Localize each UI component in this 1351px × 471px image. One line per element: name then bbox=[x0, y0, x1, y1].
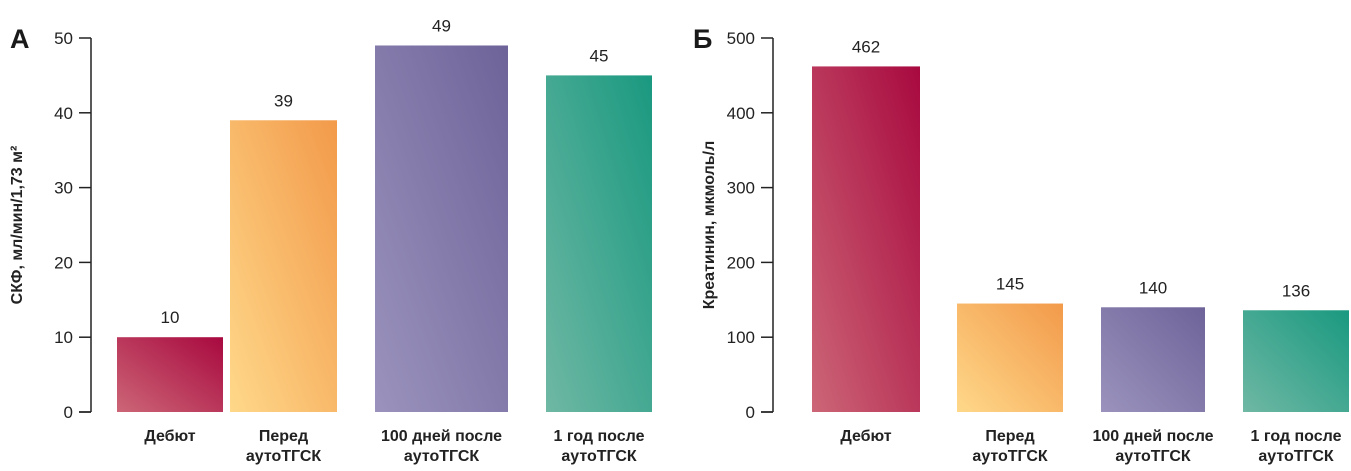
y-tick-label: 40 bbox=[54, 104, 73, 123]
x-category-label: 100 дней после аутоТГСК bbox=[381, 428, 502, 465]
bar-value-label: 10 bbox=[161, 308, 180, 327]
y-tick-label: 400 bbox=[727, 104, 755, 123]
y-tick-label: 10 bbox=[54, 328, 73, 347]
y-tick-label: 300 bbox=[727, 179, 755, 198]
bar bbox=[546, 75, 652, 413]
panel-label: А bbox=[10, 24, 30, 54]
chart-panel-a: 0 10 20 30 40 50 СКФ, мл/мин/1,73 м² А 10 Дебют 39… bbox=[9, 16, 652, 465]
x-category-label: Перед аутоТГСК bbox=[246, 428, 322, 465]
x-category-label: Перед аутоТГСК bbox=[972, 428, 1048, 465]
y-tick-label: 20 bbox=[54, 253, 73, 272]
bar-value-label: 136 bbox=[1282, 281, 1310, 300]
panel-label: Б bbox=[693, 24, 712, 54]
y-tick-label: 200 bbox=[727, 253, 755, 272]
chart-panel-b: 0 100 200 300 400 500 Креатинин, мкмоль/л Б 462 Д… bbox=[693, 24, 1349, 465]
y-tick-label: 50 bbox=[54, 29, 73, 48]
y-axis-label: Креатинин, мкмоль/л bbox=[701, 141, 718, 310]
x-category-label: 1 год после аутоТГСК bbox=[554, 428, 645, 465]
bar-value-label: 462 bbox=[852, 37, 880, 56]
bar bbox=[375, 45, 508, 412]
x-category-label: Дебют bbox=[840, 428, 891, 445]
x-category-label: 100 дней после аутоТГСК bbox=[1092, 428, 1213, 465]
y-tick-label: 0 bbox=[746, 403, 755, 422]
bar bbox=[1101, 307, 1205, 412]
y-tick-label: 100 bbox=[727, 328, 755, 347]
bar bbox=[1243, 310, 1349, 412]
y-tick-label: 30 bbox=[54, 179, 73, 198]
bar-value-label: 49 bbox=[432, 16, 451, 35]
bar bbox=[230, 120, 337, 412]
bar-value-label: 45 bbox=[590, 46, 609, 65]
bar-value-label: 140 bbox=[1139, 278, 1167, 297]
bar-value-label: 39 bbox=[274, 91, 293, 110]
y-tick-label: 500 bbox=[727, 29, 755, 48]
x-category-label: Дебют bbox=[144, 428, 195, 445]
bar bbox=[812, 66, 920, 412]
y-axis-label: СКФ, мл/мин/1,73 м² bbox=[9, 146, 26, 305]
y-tick-label: 0 bbox=[64, 403, 73, 422]
bar bbox=[117, 337, 223, 412]
x-category-label: 1 год после аутоТГСК bbox=[1251, 428, 1342, 465]
bar bbox=[957, 303, 1063, 412]
bar-value-label: 145 bbox=[996, 275, 1024, 294]
